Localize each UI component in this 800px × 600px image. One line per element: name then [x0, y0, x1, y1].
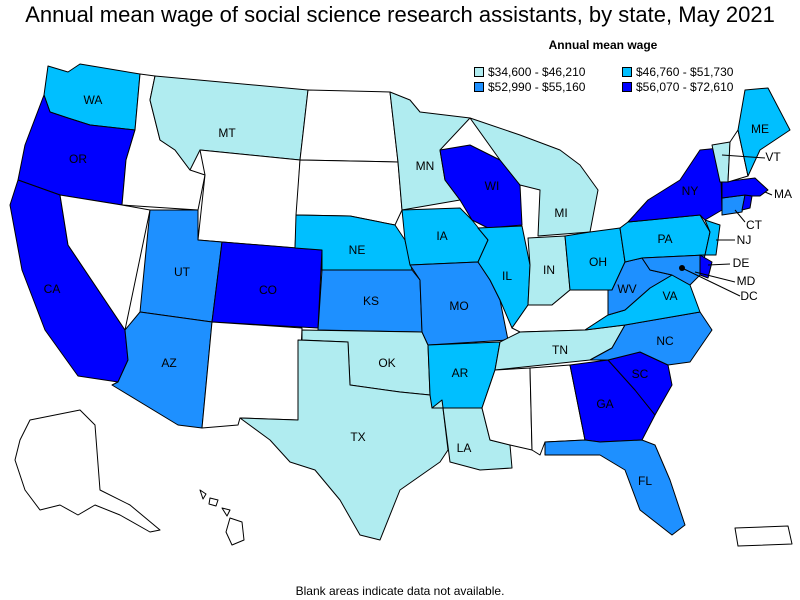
label-AZ: AZ — [161, 356, 176, 370]
label-WI: WI — [485, 179, 500, 193]
state-ME — [737, 87, 791, 177]
label-NE: NE — [349, 243, 366, 257]
leader-line-md — [694, 271, 736, 283]
label-WA: WA — [84, 93, 103, 107]
leader-line-dc — [681, 267, 741, 297]
label-MN: MN — [416, 159, 435, 173]
state-NV — [59, 194, 151, 331]
label-CT: CT — [746, 218, 763, 232]
state-DE — [699, 254, 713, 279]
label-ME: ME — [751, 122, 769, 136]
footnote: Blank areas indicate data not available. — [295, 584, 505, 598]
state-NJ — [704, 219, 721, 256]
legend-swatch — [622, 67, 632, 77]
leader-line-ct — [734, 209, 746, 223]
state-TX — [239, 339, 449, 541]
legend-label: $52,990 - $55,160 — [488, 80, 586, 94]
state-AK — [14, 409, 161, 533]
label-MA: MA — [774, 187, 792, 201]
legend-title: Annual mean wage — [548, 38, 658, 52]
label-DE: DE — [733, 256, 750, 270]
label-NJ: NJ — [737, 233, 752, 247]
legend-label: $34,600 - $46,210 — [488, 65, 586, 79]
state-HI — [199, 489, 245, 546]
state-NC — [589, 311, 713, 366]
label-MI: MI — [554, 206, 567, 220]
map-title: Annual mean wage of social science resea… — [25, 2, 775, 27]
label-WV: WV — [617, 282, 636, 296]
state-PR — [734, 525, 793, 547]
label-DC: DC — [740, 289, 758, 303]
leader-line-vt — [721, 154, 766, 159]
leader-line-ma — [764, 191, 773, 196]
label-IA: IA — [436, 229, 447, 243]
label-VT: VT — [765, 150, 781, 164]
label-FL: FL — [638, 474, 652, 488]
state-NY — [627, 147, 723, 223]
label-PA: PA — [657, 232, 672, 246]
label-NC: NC — [656, 334, 674, 348]
state-WY — [197, 149, 301, 249]
label-KS: KS — [363, 294, 379, 308]
label-TN: TN — [552, 343, 568, 357]
state-IL — [477, 225, 531, 329]
label-OH: OH — [589, 255, 607, 269]
label-GA: GA — [596, 397, 613, 411]
legend-swatch — [474, 82, 484, 92]
label-SC: SC — [632, 367, 649, 381]
label-MO: MO — [449, 299, 468, 313]
label-LA: LA — [457, 441, 472, 455]
state-NM — [201, 321, 303, 429]
state-FL — [544, 439, 686, 536]
label-TX: TX — [350, 430, 365, 444]
label-UT: UT — [174, 265, 191, 279]
label-NY: NY — [682, 184, 699, 198]
label-CA: CA — [44, 282, 61, 296]
label-AR: AR — [452, 366, 469, 380]
label-OK: OK — [378, 356, 395, 370]
label-OR: OR — [69, 152, 87, 166]
label-MD: MD — [737, 274, 756, 288]
legend-swatch — [622, 82, 632, 92]
legend-swatch — [474, 67, 484, 77]
label-MT: MT — [218, 126, 236, 140]
label-CO: CO — [259, 283, 277, 297]
legend-label: $56,070 - $72,610 — [636, 80, 734, 94]
leader-line-de — [707, 263, 731, 266]
label-IN: IN — [543, 263, 555, 277]
state-MA — [721, 177, 769, 199]
label-VA: VA — [662, 289, 677, 303]
label-IL: IL — [502, 269, 512, 283]
state-ND — [299, 89, 399, 163]
legend-label: $46,760 - $51,730 — [636, 65, 734, 79]
